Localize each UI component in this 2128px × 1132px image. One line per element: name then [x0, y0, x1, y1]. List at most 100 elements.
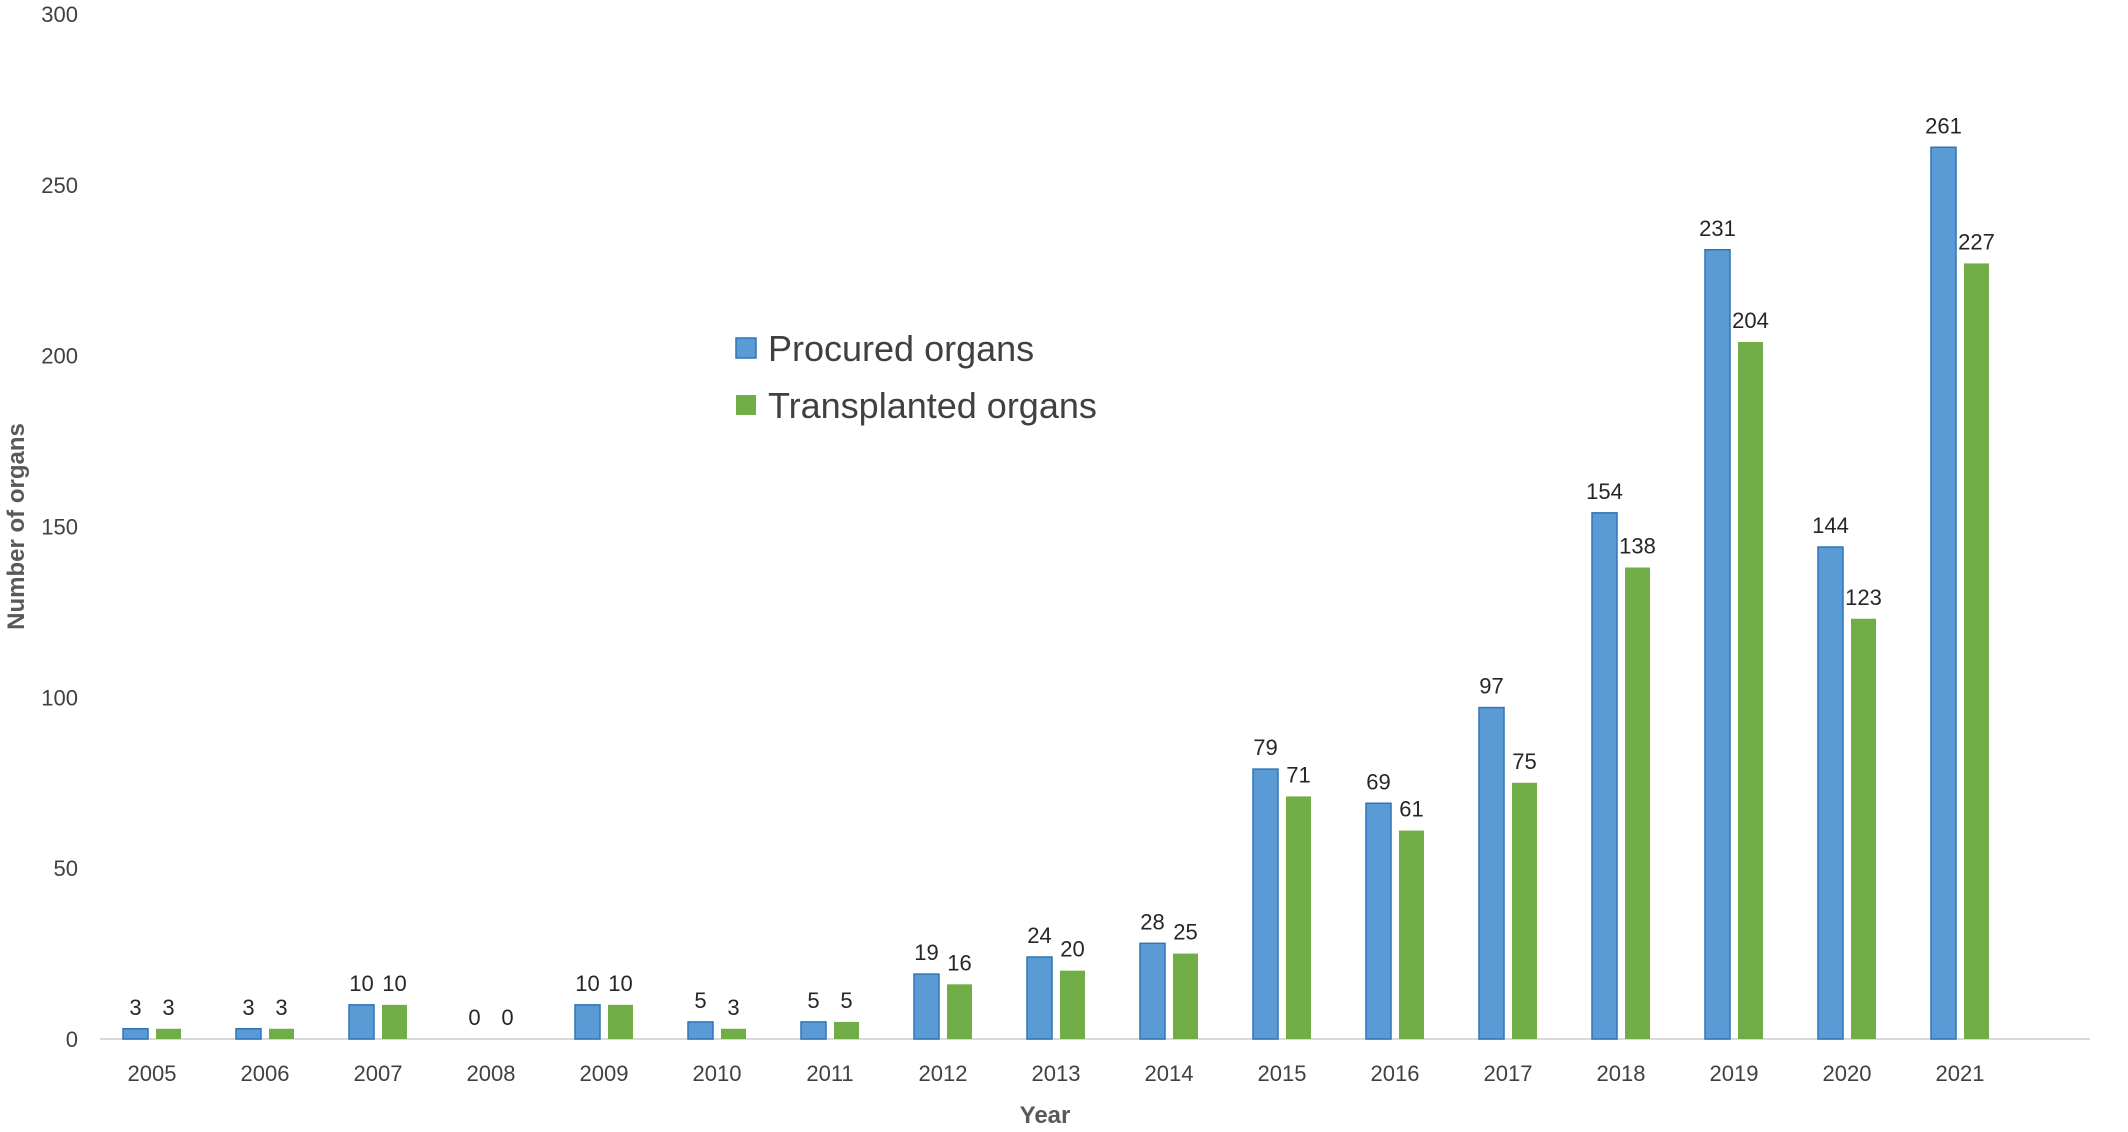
x-tick-label: 2014	[1145, 1061, 1194, 1086]
x-tick-label: 2016	[1371, 1061, 1420, 1086]
data-label-transplanted: 3	[727, 995, 739, 1020]
y-tick-label: 300	[41, 2, 78, 27]
y-tick-label: 0	[66, 1027, 78, 1052]
data-label-procured: 3	[129, 995, 141, 1020]
data-label-procured: 5	[694, 988, 706, 1013]
legend-label-transplanted: Transplanted organs	[768, 385, 1097, 426]
data-label-procured: 19	[914, 940, 938, 965]
bar-transplanted	[1964, 263, 1989, 1040]
legend: Procured organs Transplanted organs	[735, 328, 1097, 426]
data-label-transplanted: 71	[1286, 762, 1310, 787]
bar-transplanted	[947, 984, 972, 1039]
data-label-transplanted: 123	[1845, 585, 1882, 610]
x-tick-label: 2011	[806, 1061, 853, 1086]
x-tick-label: 2015	[1258, 1061, 1307, 1086]
bar-procured	[1252, 768, 1279, 1040]
bar-transplanted	[156, 1028, 181, 1039]
data-label-transplanted: 10	[608, 971, 632, 996]
bar-procured	[1930, 146, 1957, 1040]
bar-procured	[122, 1028, 149, 1040]
bar-transplanted	[1060, 970, 1085, 1039]
data-label-procured: 24	[1027, 923, 1051, 948]
bar-procured	[687, 1021, 714, 1040]
data-label-transplanted: 5	[840, 988, 852, 1013]
y-tick-label: 150	[41, 515, 78, 540]
data-label-transplanted: 0	[501, 1005, 513, 1030]
x-tick-label: 2013	[1032, 1061, 1081, 1086]
bar-transplanted	[721, 1028, 746, 1039]
bar-procured	[1591, 512, 1618, 1040]
y-tick-label: 50	[54, 856, 78, 881]
bar-procured	[1478, 706, 1505, 1040]
bar-transplanted	[269, 1028, 294, 1039]
data-label-procured: 69	[1366, 769, 1390, 794]
y-axis-ticks: 0 50 100 150 200 250 300	[41, 2, 78, 1052]
data-label-procured: 231	[1699, 216, 1736, 241]
bar-transplanted	[1286, 796, 1311, 1039]
y-tick-label: 200	[41, 344, 78, 369]
y-tick-label: 100	[41, 685, 78, 710]
y-axis-title: Number of organs	[3, 423, 30, 630]
bar-procured	[1704, 249, 1731, 1040]
legend-label-procured: Procured organs	[768, 328, 1034, 369]
bar-procured	[1026, 956, 1053, 1040]
data-label-transplanted: 204	[1732, 308, 1769, 333]
data-label-transplanted: 61	[1399, 797, 1423, 822]
bar-procured	[1817, 546, 1844, 1040]
bar-procured	[235, 1028, 262, 1040]
bar-procured	[574, 1004, 601, 1040]
data-label-transplanted: 3	[275, 995, 287, 1020]
data-label-procured: 79	[1253, 735, 1277, 760]
data-label-procured: 28	[1140, 909, 1164, 934]
data-label-procured: 154	[1586, 479, 1623, 504]
bar-transplanted	[1173, 953, 1198, 1039]
data-label-transplanted: 25	[1173, 920, 1197, 945]
data-label-procured: 144	[1812, 513, 1849, 538]
x-tick-label: 2017	[1484, 1061, 1533, 1086]
data-label-procured: 3	[242, 995, 254, 1020]
bar-transplanted	[1851, 618, 1876, 1039]
data-label-transplanted: 16	[947, 950, 971, 975]
bar-transplanted	[382, 1004, 407, 1039]
x-tick-label: 2020	[1823, 1061, 1872, 1086]
data-label-procured: 97	[1479, 674, 1503, 699]
x-tick-label: 2021	[1936, 1061, 1985, 1086]
data-label-transplanted: 20	[1060, 937, 1084, 962]
data-label-transplanted: 227	[1958, 229, 1995, 254]
x-tick-label: 2019	[1710, 1061, 1759, 1086]
x-axis-title: Year	[1020, 1102, 1071, 1129]
x-axis-ticks: 2005 2006 2007 2008 2009 2010 2011 2012 2013 2014…	[128, 1061, 1985, 1086]
bar-procured	[1139, 942, 1166, 1040]
bar-transplanted	[834, 1021, 859, 1039]
legend-swatch-transplanted	[736, 395, 756, 415]
bar-transplanted	[608, 1004, 633, 1039]
x-tick-label: 2008	[467, 1061, 516, 1086]
x-tick-label: 2006	[241, 1061, 290, 1086]
bar-transplanted	[1738, 342, 1763, 1039]
x-tick-label: 2005	[128, 1061, 177, 1086]
bar-procured	[913, 973, 940, 1040]
x-tick-label: 2007	[354, 1061, 403, 1086]
bar-transplanted	[1399, 830, 1424, 1039]
data-label-transplanted: 138	[1619, 534, 1656, 559]
x-tick-label: 2009	[580, 1061, 629, 1086]
x-tick-label: 2012	[919, 1061, 968, 1086]
y-tick-label: 250	[41, 173, 78, 198]
data-label-procured: 10	[349, 971, 373, 996]
bar-procured	[348, 1004, 375, 1040]
data-label-procured: 0	[468, 1005, 480, 1030]
data-label-transplanted: 10	[382, 971, 406, 996]
data-label-procured: 5	[807, 988, 819, 1013]
data-label-transplanted: 75	[1512, 749, 1536, 774]
data-label-procured: 261	[1925, 113, 1962, 138]
bars	[122, 146, 1989, 1040]
legend-swatch-procured	[735, 337, 757, 359]
bar-transplanted	[1625, 567, 1650, 1039]
x-tick-label: 2018	[1597, 1061, 1646, 1086]
bar-procured	[1365, 802, 1392, 1040]
bar-transplanted	[1512, 782, 1537, 1039]
data-label-procured: 10	[575, 971, 599, 996]
x-tick-label: 2010	[693, 1061, 742, 1086]
